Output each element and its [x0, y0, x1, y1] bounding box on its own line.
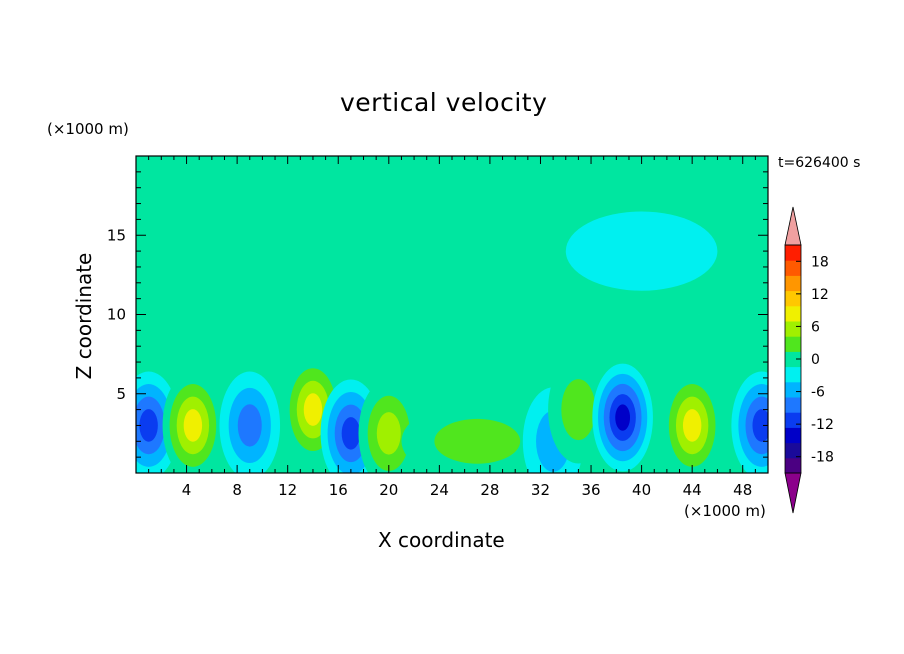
colorbar-tick-label: -6	[811, 385, 825, 401]
contour-band	[219, 292, 306, 337]
contour-band	[615, 404, 631, 431]
velocity-cell	[401, 401, 554, 473]
colorbar-band	[785, 442, 801, 459]
x-tick-label: 48	[733, 481, 752, 499]
y-tick-label: 15	[107, 226, 126, 244]
contour-field	[136, 211, 768, 473]
colorbar-band	[785, 457, 801, 474]
velocity-cell	[592, 363, 653, 472]
colorbar-band	[785, 366, 801, 383]
colorbar-tick-label: 6	[811, 319, 820, 335]
colorbar-band	[785, 321, 801, 337]
y-tick-label: 10	[107, 306, 126, 324]
colorbar-under-triangle	[784, 472, 802, 514]
time-stamp: t=626400 s	[778, 155, 861, 171]
x-tick-label: 28	[480, 481, 499, 499]
colorbar-tick-label: 0	[811, 352, 820, 368]
colorbar-band	[785, 260, 801, 276]
contour-band	[682, 409, 702, 442]
colorbar-tick-label: 18	[811, 254, 829, 270]
contour-band	[752, 409, 768, 442]
colorbar-band	[785, 412, 801, 428]
velocity-cell	[565, 211, 718, 291]
colorbar-over-triangle	[784, 206, 802, 246]
contour-band	[303, 393, 323, 426]
colorbar-band	[785, 336, 801, 352]
contour-band	[376, 412, 401, 455]
colorbar-tick-label: -12	[811, 417, 834, 433]
y-tick-label: 5	[116, 385, 126, 403]
colorbar-band	[785, 245, 801, 261]
colorbar-band	[785, 397, 801, 413]
x-tick-label: 40	[632, 481, 651, 499]
x-tick-label: 12	[278, 481, 297, 499]
velocity-cell	[162, 371, 224, 473]
colorbar-band	[785, 381, 801, 398]
x-tick-label: 36	[581, 481, 600, 499]
velocity-cell	[219, 371, 281, 473]
contour-band	[183, 409, 203, 442]
colorbar-band	[785, 275, 801, 292]
contour-band	[341, 417, 361, 450]
colorbar-tick-label: 12	[811, 287, 829, 303]
x-tick-label: 44	[683, 481, 702, 499]
contour-band	[237, 404, 262, 447]
chart-title: vertical velocity	[340, 88, 548, 117]
x-axis-label: X coordinate	[378, 528, 505, 552]
velocity-cell	[548, 355, 609, 464]
y-axis-unit: (×1000 m)	[47, 120, 129, 138]
x-tick-label: 8	[232, 481, 242, 499]
x-tick-label: 24	[430, 481, 449, 499]
velocity-cell	[731, 371, 768, 473]
contour-band	[139, 409, 158, 442]
x-axis-unit: (×1000 m)	[684, 502, 766, 520]
contour-band	[409, 260, 495, 306]
colorbar-tick-label: -18	[811, 450, 834, 466]
velocity-cell	[186, 274, 339, 355]
x-axis-ticks: 4 8 12 16 20 24 28 32 36 40 44 48	[148, 156, 756, 499]
y-axis-ticks: 5 10 15	[107, 171, 768, 458]
colorbar-band	[785, 427, 801, 444]
contour-band	[561, 379, 596, 441]
colorbar-band	[785, 351, 801, 368]
colorbar: -18 -12 -6 0 6 12 18	[784, 206, 834, 514]
contour-band	[598, 228, 685, 274]
x-tick-label: 16	[329, 481, 348, 499]
x-tick-label: 32	[531, 481, 550, 499]
colorbar-band	[785, 305, 801, 322]
x-tick-label: 20	[379, 481, 398, 499]
y-axis-label: Z coordinate	[72, 252, 96, 380]
colorbar-band	[785, 290, 801, 307]
contour-band	[434, 418, 521, 464]
velocity-cell	[376, 243, 528, 323]
velocity-cell	[661, 371, 723, 473]
x-tick-label: 4	[182, 481, 192, 499]
